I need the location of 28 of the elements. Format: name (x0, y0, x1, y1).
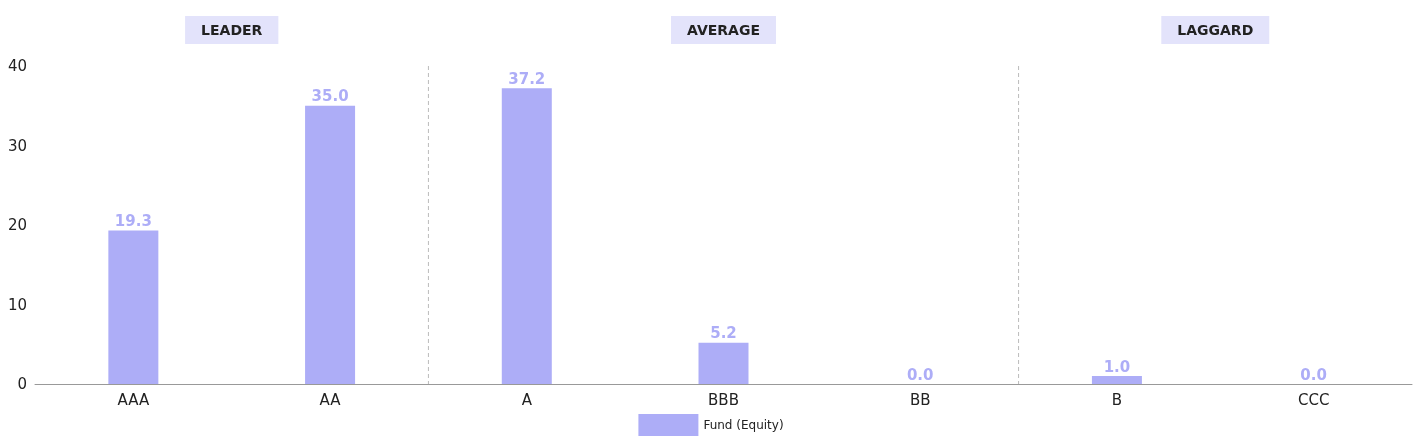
data-label: 0.0 (906, 365, 934, 384)
x-tick-label: B (1111, 390, 1123, 409)
x-tick-label: BBB (708, 390, 739, 409)
data-label: 35.0 (311, 87, 349, 106)
x-tick-label: AA (319, 390, 342, 409)
text: LEADER (201, 22, 263, 38)
bar (501, 88, 552, 384)
text: LAGGARD (1177, 22, 1254, 38)
text: AVERAGE (687, 22, 760, 38)
data-label: 37.2 (508, 69, 546, 88)
bar (108, 230, 159, 384)
x-tick-label: AAA (117, 390, 150, 409)
y-tick-label: 10 (7, 295, 27, 314)
data-label: 0.0 (1300, 365, 1327, 384)
bar (305, 105, 356, 384)
x-tick-label: A (521, 390, 533, 409)
y-tick-label: 40 (7, 57, 27, 75)
x-tick-label: BB (909, 390, 931, 409)
bar (698, 342, 749, 384)
data-label: 5.2 (710, 324, 737, 343)
y-tick-label: 0 (17, 375, 27, 393)
y-tick-label: 20 (7, 216, 27, 234)
legend-label: Fund (Equity) (703, 418, 784, 432)
data-label: 1.0 (1103, 357, 1131, 376)
bar (1091, 376, 1142, 384)
data-label: 19.3 (114, 212, 152, 231)
x-tick-label: CCC (1297, 390, 1330, 409)
y-tick-label: 30 (7, 136, 27, 155)
